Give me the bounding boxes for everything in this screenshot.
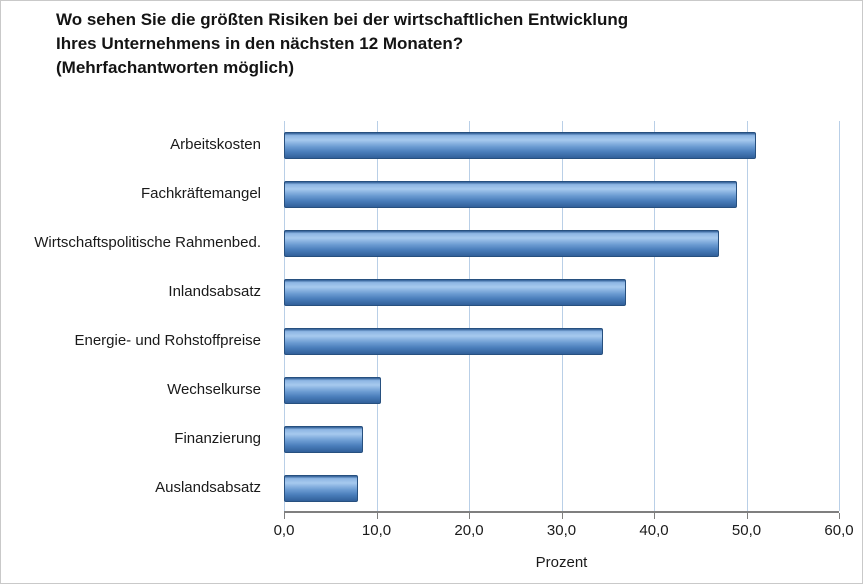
x-axis-title: Prozent [535, 554, 588, 571]
gridline [561, 121, 563, 511]
bar-5 [284, 328, 604, 355]
tick-mark [284, 513, 285, 519]
plot-area [284, 121, 840, 513]
gridline [376, 121, 378, 511]
bar-row [284, 464, 839, 513]
category-label: Finanzierung [174, 430, 261, 448]
x-axis: 0,0 10,0 20,0 30,0 40,0 50,0 60,0 [274, 513, 854, 553]
bar-3 [284, 230, 719, 257]
tick-label: 20,0 [454, 522, 484, 539]
gridline [284, 121, 285, 511]
gridline [839, 121, 840, 511]
bar-4 [284, 279, 627, 306]
category-label: Fachkräftemangel [140, 185, 261, 203]
category-label: Auslandsabsatz [155, 479, 261, 497]
tick-mark [654, 513, 655, 519]
tick-label: 30,0 [546, 522, 577, 539]
tick-label: 60,0 [824, 522, 854, 539]
category-label: Energie- und Rohstoffpreise [74, 332, 261, 350]
tick-mark [561, 513, 563, 519]
bar-row [284, 415, 839, 464]
tick-label: 0,0 [273, 522, 295, 539]
tick-mark [469, 513, 470, 519]
category-label: Arbeitskosten [170, 136, 261, 154]
category-label: Inlandsabsatz [168, 283, 261, 301]
tick-label: 40,0 [639, 522, 669, 539]
tick-mark [839, 513, 840, 519]
tick-mark [746, 513, 748, 519]
bar-1 [284, 132, 756, 159]
bar-7 [284, 426, 363, 453]
tick-label: 50,0 [731, 522, 762, 539]
tick-mark [376, 513, 378, 519]
category-label: Wechselkurse [167, 381, 261, 399]
bar-row [284, 317, 839, 366]
bar-8 [284, 475, 358, 502]
bar-2 [284, 181, 738, 208]
bar-row [284, 366, 839, 415]
bar-row [284, 219, 839, 268]
bar-row [284, 121, 839, 170]
chart-title: Wo sehen Sie die größten Risiken bei der… [56, 10, 629, 77]
gridline [746, 121, 748, 511]
bar-series [284, 121, 839, 511]
tick-label: 10,0 [361, 522, 392, 539]
category-label: Wirtschaftspolitische Rahmenbed. [34, 234, 261, 252]
bar-row [284, 170, 839, 219]
gridline [654, 121, 655, 511]
gridline [469, 121, 470, 511]
bar-row [284, 268, 839, 317]
bar-6 [284, 377, 382, 404]
